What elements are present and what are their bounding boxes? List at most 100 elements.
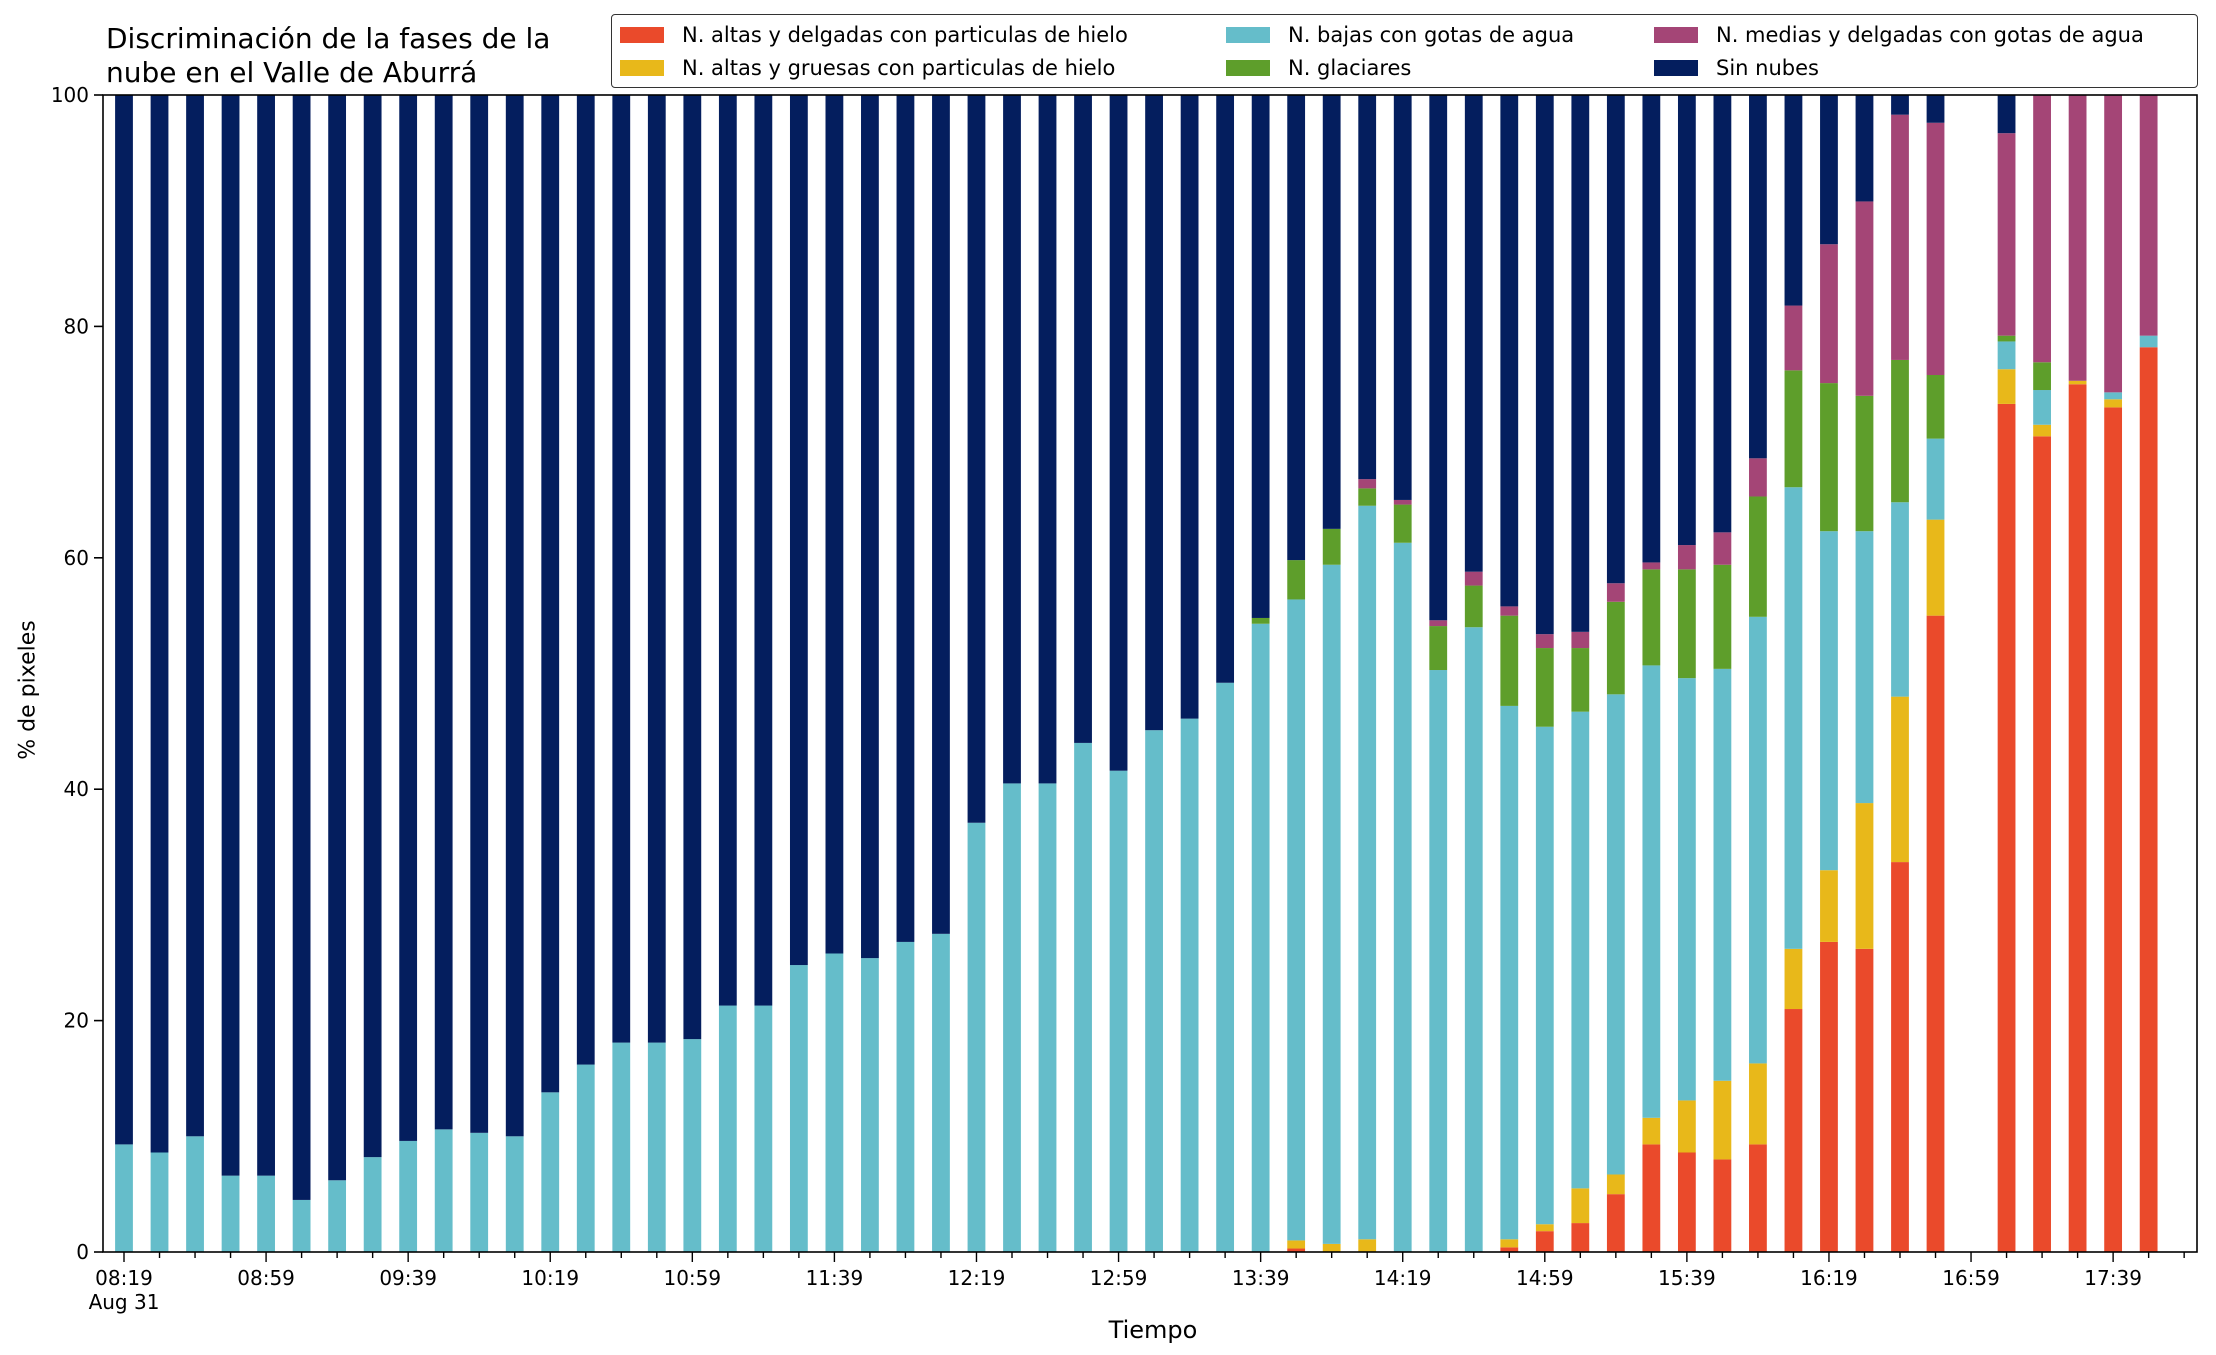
bar-segment (1287, 95, 1306, 561)
legend-label: N. glaciares (1288, 56, 1412, 80)
bar-segment (1606, 583, 1625, 602)
bar-segment (1784, 1009, 1803, 1252)
bar-segment (1677, 1100, 1696, 1153)
bar-segment (2033, 424, 2051, 437)
x-tick-label: 10:59 (663, 1266, 721, 1290)
y-tick-label: 60 (64, 546, 89, 570)
bar-segment (1500, 606, 1519, 616)
bar-segment (2033, 390, 2051, 425)
bar-segment (1606, 694, 1625, 1175)
legend: N. altas y delgadas con particulas de hi… (611, 14, 2198, 88)
bar-segment (221, 1175, 240, 1252)
bar-segment (683, 95, 702, 1040)
bar-segment (718, 1005, 737, 1252)
bar-segment (1464, 627, 1483, 1252)
bar-segment (896, 95, 915, 942)
bar-segment (1606, 95, 1625, 584)
bar-segment (2104, 399, 2123, 408)
x-tick-sublabel: Aug 31 (89, 1290, 160, 1314)
bar-segment (1500, 615, 1519, 706)
bar-segment (1251, 623, 1270, 1252)
bar-segment (1358, 1239, 1377, 1252)
bar-segment (1855, 531, 1874, 804)
bar-segment (1038, 783, 1057, 1252)
bar-segment (896, 941, 915, 1252)
x-axis: 08:19 08:59 09:39 10:19 10:59 11:39 12:19 12:59… (89, 1252, 2185, 1314)
legend-item: N. bajas con gotas de agua (1226, 23, 1574, 47)
bar-segment (1713, 668, 1732, 1081)
bar-segment (1891, 95, 1909, 115)
bar-segment (1145, 730, 1163, 1252)
legend-swatch (1226, 27, 1270, 43)
x-tick-label: 16:19 (1800, 1266, 1858, 1290)
bar-segment (2104, 392, 2123, 400)
bar-segment (1749, 95, 1767, 459)
legend-item: N. altas y gruesas con particulas de hie… (620, 56, 1115, 80)
bar-segment (1287, 1240, 1306, 1249)
bar-segment (1393, 542, 1412, 1252)
bar-segment (1713, 1080, 1732, 1160)
y-axis: 0 20 40 60 80 100 (51, 83, 103, 1264)
legend-item: N. medias y delgadas con gotas de agua (1654, 23, 2144, 47)
bar-segment (789, 95, 808, 966)
bar-segment (2033, 362, 2051, 391)
bar-segment (932, 95, 950, 934)
y-tick-label: 80 (64, 314, 89, 338)
plot-frame (102, 94, 2198, 1253)
legend-swatch (1654, 60, 1698, 76)
legend-label: N. altas y gruesas con particulas de hie… (682, 56, 1116, 80)
bar-segment (1926, 95, 1945, 123)
bar-segment (1677, 678, 1696, 1101)
x-tick-label: 15:39 (1658, 1266, 1716, 1290)
legend-item: Sin nubes (1654, 56, 1819, 80)
bar-segment (1820, 941, 1838, 1252)
bar-segment (1820, 95, 1838, 245)
bar-segment (1109, 770, 1128, 1252)
bar-segment (1571, 1188, 1590, 1224)
bar-segment (1038, 95, 1057, 784)
bar-segment (1003, 95, 1021, 784)
bar-segment (1891, 862, 1909, 1252)
bar-segment (1571, 95, 1590, 632)
bar-segment (1358, 505, 1377, 1240)
bar-segment (1713, 95, 1732, 533)
bar-segment (1251, 617, 1270, 624)
bar-segment (470, 95, 489, 1133)
bar-segment (1393, 504, 1412, 543)
bar-segment (399, 95, 418, 1141)
bar-segment (470, 1132, 489, 1252)
bar-segment (150, 95, 169, 1153)
bar-segment (1571, 1223, 1590, 1252)
bar-segment (1997, 95, 2016, 134)
bar-segment (1855, 948, 1874, 1252)
bar-segment (1606, 601, 1625, 695)
bar-segment (825, 953, 844, 1252)
bar-segment (1784, 95, 1803, 306)
bar-segment (1535, 726, 1554, 1225)
bar-segment (1074, 95, 1092, 743)
bar-segment (292, 1199, 311, 1252)
bar-segment (1784, 948, 1803, 1010)
bar-segment (825, 95, 844, 954)
bar-segment (1997, 341, 2016, 370)
bar-segment (1287, 1248, 1306, 1252)
bar-segment (150, 1152, 169, 1252)
bar-group (115, 95, 2158, 1253)
bar-segment (1784, 305, 1803, 371)
legend-item: N. glaciares (1226, 56, 1411, 80)
x-tick-label: 14:59 (1516, 1266, 1574, 1290)
bar-segment (1926, 519, 1945, 616)
x-tick-label: 17:39 (2084, 1266, 2142, 1290)
bar-segment (2139, 335, 2158, 348)
x-tick-label: 12:59 (1090, 1266, 1148, 1290)
bar-segment (1429, 95, 1448, 621)
bar-segment (1535, 95, 1554, 635)
bar-segment (1891, 696, 1909, 863)
bar-segment (2104, 95, 2123, 393)
bar-segment (1464, 571, 1483, 586)
bar-segment (1571, 648, 1590, 712)
bar-segment (967, 822, 986, 1252)
bar-segment (1642, 569, 1661, 666)
bar-segment (647, 95, 666, 1043)
